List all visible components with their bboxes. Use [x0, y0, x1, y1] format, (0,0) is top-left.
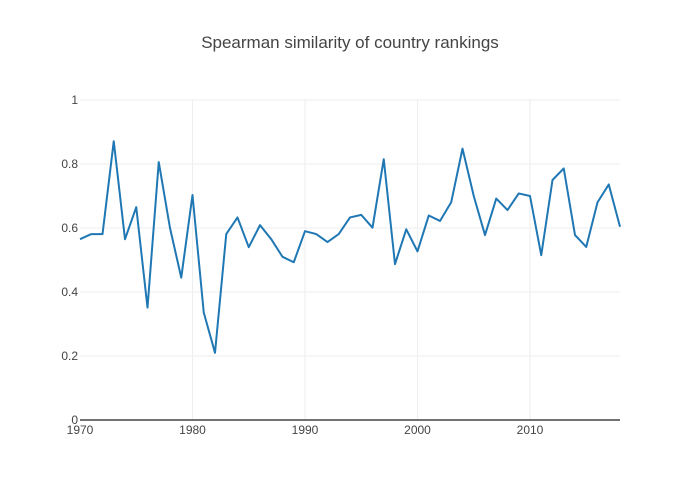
y-tick-label: 0.8 [61, 157, 78, 171]
y-tick-label: 0 [71, 413, 78, 427]
x-tick-label: 2010 [517, 423, 544, 437]
series-line [79, 140, 621, 354]
grid-lines [80, 99, 620, 420]
y-tick-label: 0.4 [61, 285, 78, 299]
y-tick-label: 0.2 [61, 349, 78, 363]
x-tick-label: 1980 [179, 423, 206, 437]
tick-labels: 0 0.2 0.4 0.6 0.8 1 1970 1980 1990 2000 2010 [61, 93, 543, 437]
y-tick-label: 0.6 [61, 221, 78, 235]
x-tick-label: 1990 [292, 423, 319, 437]
y-tick-label: 1 [71, 93, 78, 107]
series-layer [79, 140, 621, 354]
x-tick-label: 1970 [67, 423, 94, 437]
chart-title: Spearman similarity of country rankings [201, 33, 499, 52]
x-tick-label: 2000 [404, 423, 431, 437]
